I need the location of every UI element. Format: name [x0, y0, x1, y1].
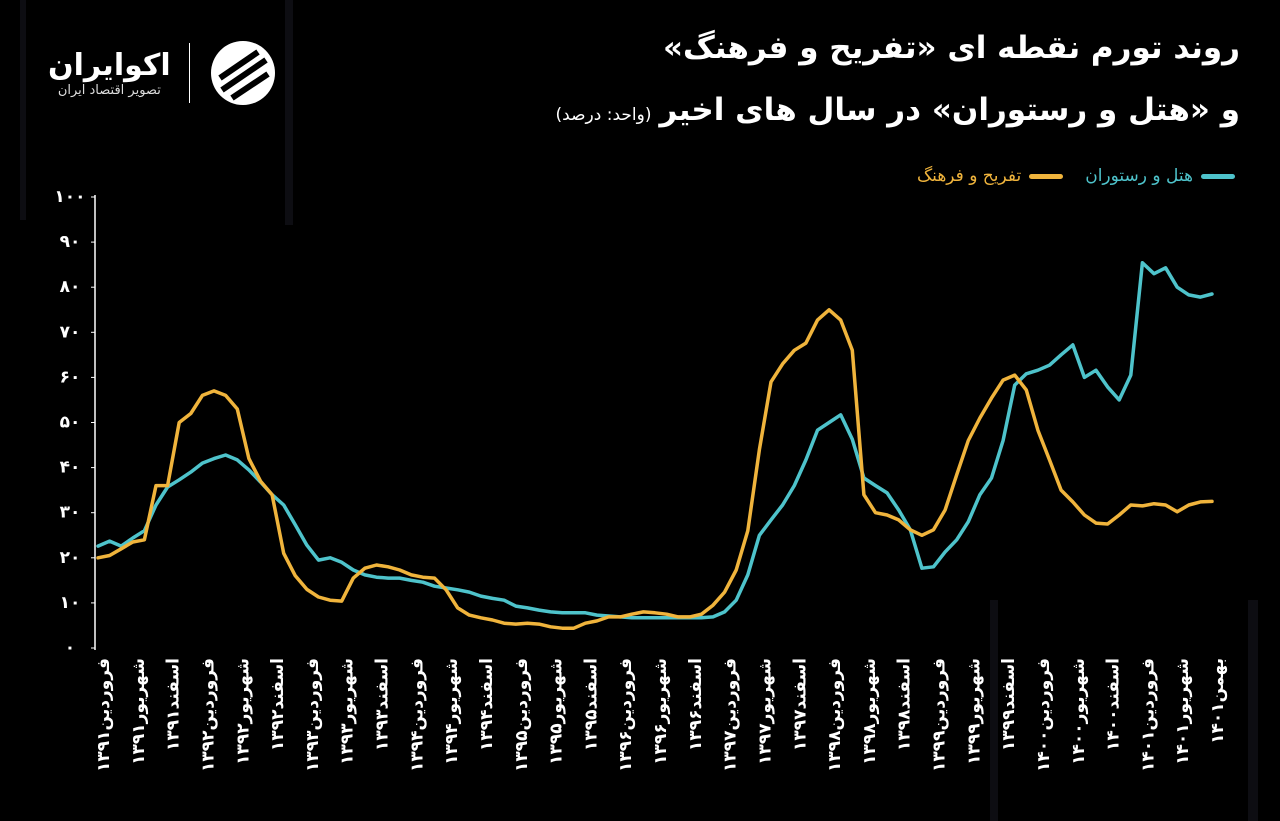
x-tick-label: شهریور۱۳۹۲ — [233, 658, 253, 765]
x-tick-label: شهریور۱۳۹۴ — [442, 658, 462, 765]
legend: هتل و رستوران تفریح و فرهنگ — [917, 166, 1235, 186]
x-tick-label: بهمن۱۴۰۱ — [1208, 658, 1228, 744]
y-tick-label: ۲۰ — [60, 548, 81, 568]
legend-swatch — [1029, 173, 1064, 179]
logo-name: اکوایران — [48, 48, 171, 83]
line-series — [96, 261, 1214, 620]
x-tick-label: اسفند۱۳۹۵ — [581, 658, 601, 751]
x-tick-label: فروردین۱۳۹۶ — [616, 658, 636, 772]
y-tick-label: ۱۰۰ — [54, 187, 85, 207]
x-tick-label: فروردین۱۳۹۱ — [94, 658, 114, 772]
x-tick-label: اسفند۱۳۹۳ — [373, 658, 393, 751]
legend-item: هتل و رستوران — [1085, 166, 1235, 186]
divider — [188, 43, 190, 103]
decor — [285, 0, 293, 225]
x-tick-label: اسفند۱۳۹۹ — [999, 658, 1019, 751]
x-tick-label: فروردین۱۴۰۰ — [1034, 658, 1054, 772]
y-tick-label: ۱۰ — [60, 593, 81, 613]
x-tick-label: شهریور۱۳۹۹ — [964, 658, 984, 765]
x-tick-label: اسفند۱۴۰۰ — [1104, 658, 1124, 751]
x-tick-label: شهریور۱۳۹۶ — [651, 658, 671, 765]
x-tick-label: شهریور۱۳۹۳ — [338, 658, 358, 765]
unit-note: (واحد: درصد) — [555, 105, 652, 125]
x-tick-label: اسفند۱۳۹۲ — [268, 658, 288, 751]
subtitle-row: و «هتل و رستوران» در سال های اخیر (واحد:… — [556, 92, 1240, 128]
y-tick-label: ۶۰ — [60, 367, 81, 387]
x-tick-label: فروردین۱۳۹۹ — [930, 658, 950, 772]
decor — [990, 600, 998, 821]
legend-label: هتل و رستوران — [1085, 166, 1193, 186]
y-tick-label: ۰ — [65, 638, 75, 658]
decor — [1248, 600, 1258, 821]
x-tick-label: فروردین۱۳۹۳ — [303, 658, 323, 772]
logo-text: اکوایران تصویر اقتصاد ایران — [48, 48, 171, 98]
x-tick-label: شهریور۱۳۹۵ — [547, 658, 567, 765]
x-tick-label: اسفند۱۳۹۷ — [790, 658, 810, 751]
x-tick-label: شهریور۱۳۹۷ — [755, 658, 775, 765]
y-tick-label: ۳۰ — [60, 503, 81, 523]
x-tick-label: فروردین۱۳۹۷ — [721, 658, 741, 772]
legend-label: تفریح و فرهنگ — [916, 166, 1022, 186]
logo-icon — [210, 41, 275, 105]
x-tick-label: شهریور۱۳۹۸ — [860, 658, 880, 765]
y-tick-label: ۵۰ — [60, 413, 81, 433]
x-tick-label: فروردین۱۳۹۸ — [825, 658, 845, 772]
x-tick-label: شهریور۱۴۰۰ — [1069, 658, 1089, 765]
chart-title: روند تورم نقطه ای «تفریح و فرهنگ» — [662, 30, 1240, 66]
y-tick-label: ۸۰ — [60, 277, 81, 297]
x-tick-label: فروردین۱۳۹۴ — [407, 658, 427, 772]
x-tick-label: فروردین۱۳۹۲ — [198, 658, 218, 772]
x-tick-label: فروردین۱۳۹۵ — [512, 658, 532, 772]
legend-item: تفریح و فرهنگ — [916, 166, 1064, 186]
x-tick-label: اسفند۱۳۹۶ — [686, 658, 706, 751]
x-tick-label: فروردین۱۴۰۱ — [1138, 658, 1158, 772]
line-series — [96, 308, 1214, 630]
logo: اکوایران تصویر اقتصاد ایران — [48, 38, 278, 108]
x-tick-label: اسفند۱۳۹۱ — [164, 658, 184, 751]
x-tick-label: اسفند۱۳۹۸ — [895, 658, 915, 751]
legend-swatch — [1201, 173, 1235, 179]
x-tick-label: شهریور۱۳۹۱ — [129, 658, 149, 765]
y-tick-label: ۴۰ — [60, 458, 81, 478]
chart-subtitle: و «هتل و رستوران» در سال های اخیر — [659, 92, 1240, 128]
y-tick-label: ۹۰ — [60, 232, 81, 252]
y-tick-label: ۷۰ — [60, 322, 81, 342]
logo-tagline: تصویر اقتصاد ایران — [57, 83, 161, 98]
x-tick-label: اسفند۱۳۹۴ — [477, 658, 497, 751]
decor — [20, 0, 26, 220]
x-tick-label: شهریور۱۴۰۱ — [1173, 658, 1193, 765]
